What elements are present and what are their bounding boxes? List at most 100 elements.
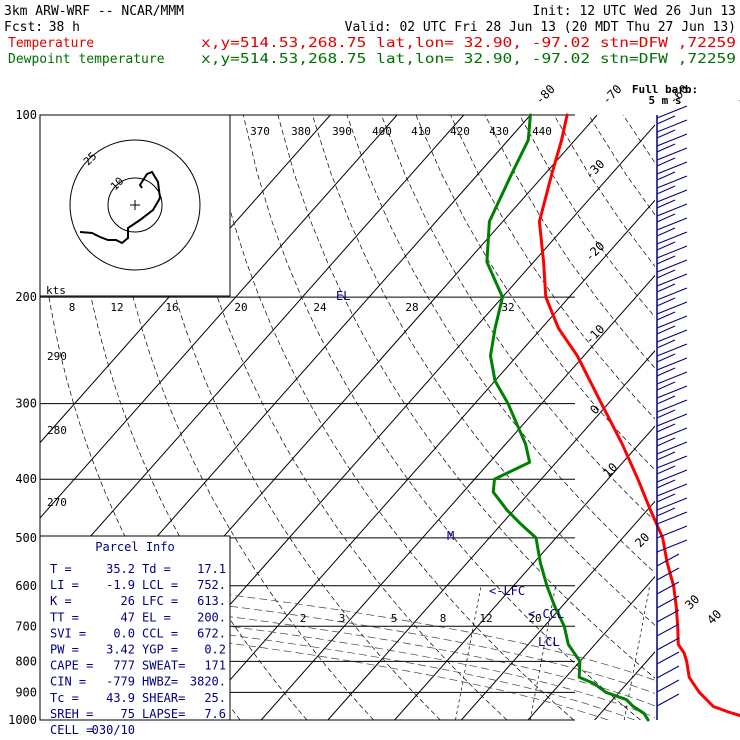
hodo-speed-label: 8 [69, 301, 76, 314]
parcel-info-cell: TT = [50, 610, 79, 624]
wind-barb [656, 339, 676, 349]
parcel-info-cell: T = [50, 562, 72, 576]
wind-barb [656, 367, 676, 377]
pressure-tick-label: 700 [15, 619, 37, 633]
wind-barb [656, 507, 676, 517]
parcel-info-cell: 17.1 [197, 562, 226, 576]
dry-adiabat-line [312, 115, 655, 626]
isotherm-line [260, 274, 655, 720]
parcel-info-cell: LAPSE= [142, 707, 185, 721]
wind-barb [656, 693, 680, 707]
wind-barb [656, 469, 688, 483]
pressure-tick-label: 400 [15, 472, 37, 486]
parcel-info-cell: EL = [142, 610, 171, 624]
theta-label: 290 [47, 350, 67, 363]
dry-adiabat-line [139, 115, 441, 720]
dewpoint-info: x,y=514.53,268.75 lat,lon= 32.90, -97.02… [201, 52, 736, 67]
annotation-lfc: <-LFC [489, 584, 525, 598]
wind-barb [656, 245, 688, 259]
hodo-speed-label: 24 [313, 301, 327, 314]
moist-adiabat-line [40, 594, 655, 707]
dewpoint-label: Dewpoint temperature [8, 52, 165, 67]
parcel-info-cell: CIN = [50, 675, 86, 689]
wind-barb [656, 413, 688, 427]
wind-barb [656, 269, 676, 279]
hodograph-trace [79, 170, 162, 245]
wind-barb [656, 283, 676, 293]
dry-adiabat-line [277, 115, 655, 679]
isotherm-line [394, 425, 655, 720]
theta-label: 280 [47, 424, 67, 437]
wind-barb [656, 217, 688, 231]
wind-barb [656, 287, 688, 301]
parcel-info-cell: Tc = [50, 691, 79, 705]
wind-barb [656, 399, 688, 413]
parcel-info-cell: 613. [197, 594, 226, 608]
parcel-info-cell: 0.2 [204, 643, 226, 657]
wind-barb [656, 665, 680, 679]
mixing-ratio-label: 12 [479, 612, 492, 625]
fcst-label: Fcst: [4, 20, 43, 35]
parcel-info-cell: SHEAR= [142, 691, 185, 705]
dry-adiabat-line [104, 115, 374, 720]
wind-barb [656, 511, 688, 525]
wind-barb [656, 437, 676, 447]
wind-barb [656, 409, 676, 419]
isotherm-line [40, 115, 465, 595]
mixing-ratio-label: 3 [339, 612, 346, 625]
hodo-speed-labels: 8 12 16 20 24 28 32 [69, 301, 515, 314]
mixing-ratio-label: 5 [391, 612, 398, 625]
wind-barb [656, 311, 676, 321]
hodo-speed-label: 28 [405, 301, 418, 314]
dry-adiabat-line [346, 115, 655, 574]
parcel-info-cell: 777 [113, 659, 135, 673]
theta-label: 430 [489, 125, 509, 138]
wind-barb [656, 423, 676, 433]
parcel-info-cell: LFC = [142, 594, 178, 608]
wind-key-line1: Full barb: [632, 83, 698, 96]
wind-barb [656, 451, 676, 461]
wind-barb [656, 353, 676, 363]
parcel-info-cell: SVI = [50, 626, 86, 640]
annotation-lcl: LCL [538, 635, 560, 649]
wind-barb [656, 497, 688, 511]
wind-barb [656, 157, 676, 167]
pressure-tick-label: 1000 [8, 713, 37, 727]
wind-barb [656, 595, 680, 609]
parcel-info-cell: 43.9 [106, 691, 135, 705]
parcel-info-cell: CCL = [142, 626, 178, 640]
parcel-info-cell: 47 [121, 610, 135, 624]
wind-barbs [656, 105, 688, 720]
wind-barb [656, 189, 688, 203]
annotation-m: M [447, 529, 454, 543]
moist-adiabat-line [40, 612, 635, 720]
temperature-info: x,y=514.53,268.75 lat,lon= 32.90, -97.02… [201, 36, 736, 51]
parcel-info-cell: CELL = [50, 723, 93, 737]
wind-barb [656, 581, 680, 595]
dry-adiabat-line [208, 115, 574, 720]
wind-barb [656, 679, 680, 693]
hodo-speed-label: 16 [165, 301, 178, 314]
wind-barb [656, 175, 688, 189]
wind-barb [656, 357, 688, 371]
parcel-info-cell: 26 [121, 594, 135, 608]
parcel-info-cell: SREH = [50, 707, 93, 721]
parcel-info-cell: YGP = [142, 643, 178, 657]
parcel-info-panel: Parcel Info T = 35.2 Td = 17.1 LI = -1.9 LCL =… [39, 535, 231, 737]
wind-barb [656, 203, 688, 217]
wind-barb [656, 441, 688, 455]
parcel-info-cell: -1.9 [106, 578, 135, 592]
moist-adiabat-line [40, 603, 655, 718]
isotherm-line [460, 500, 655, 720]
wind-barb [656, 143, 676, 153]
wind-barb [656, 427, 688, 441]
mixing-ratio-line [529, 585, 557, 720]
theta-labels: 370 380 390 400 410 420 430 440 290 280 270 [47, 125, 552, 509]
wind-barb [656, 259, 688, 273]
pressure-tick-label: 600 [15, 579, 37, 593]
parcel-info-cell: 3.42 [106, 643, 135, 657]
pressure-tick-label: 100 [15, 108, 37, 122]
wind-barb [656, 455, 688, 469]
parcel-info-cell: 3820. [190, 675, 226, 689]
